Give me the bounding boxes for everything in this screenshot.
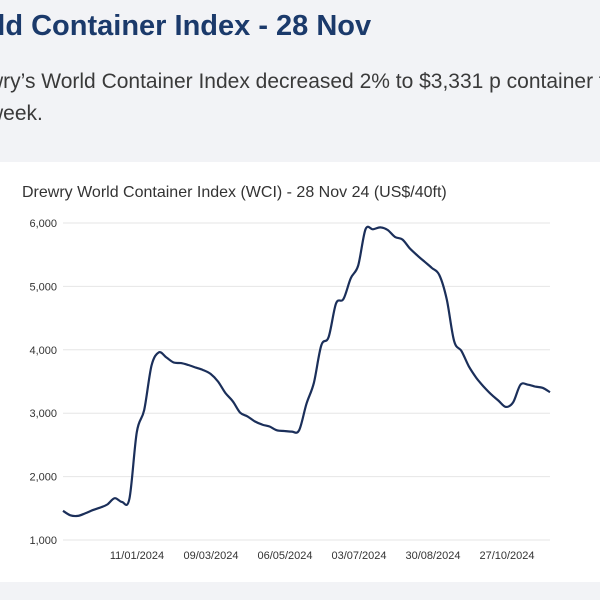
y-tick-label: 6,000 [29, 218, 57, 230]
x-tick-label: 09/03/2024 [183, 550, 238, 562]
wci-series-line [62, 225, 551, 518]
page-title: rld Container Index - 28 Nov [0, 10, 372, 42]
y-tick-label: 5,000 [29, 281, 57, 293]
chart-title: Drewry World Container Index (WCI) - 28 … [22, 184, 447, 201]
x-tick-label: 11/01/2024 [110, 550, 164, 562]
article-summary: wry’s World Container Index decreased 2%… [0, 70, 600, 125]
y-tick-label: 4,000 [29, 345, 57, 357]
y-tick-label: 2,000 [29, 472, 57, 484]
y-tick-label: 1,000 [29, 535, 57, 547]
x-tick-label: 03/07/2024 [331, 550, 386, 562]
wci-line-chart: 1,000 2,000 3,000 4,000 5,000 6,000 11/01/2024… [29, 218, 551, 562]
x-tick-label: 30/08/2024 [405, 550, 460, 562]
y-tick-label: 3,000 [29, 408, 57, 420]
x-tick-label: 06/05/2024 [257, 550, 312, 562]
chart-card: Drewry World Container Index (WCI) - 28 … [0, 162, 600, 582]
x-tick-label: 27/10/2024 [479, 550, 534, 562]
footer-strip [0, 582, 600, 600]
article-header: rld Container Index - 28 Nov wry’s World… [0, 0, 600, 162]
